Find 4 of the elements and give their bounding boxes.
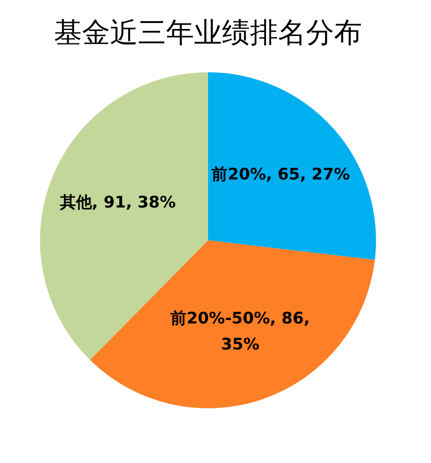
slice-label: 前20%-50%, 86, 35% bbox=[170, 308, 310, 354]
slice-label: 其他, 91, 38% bbox=[58, 192, 176, 212]
chart-title: 基金近三年业绩排名分布 bbox=[54, 16, 362, 50]
slice-label: 前20%, 65, 27% bbox=[210, 164, 350, 184]
